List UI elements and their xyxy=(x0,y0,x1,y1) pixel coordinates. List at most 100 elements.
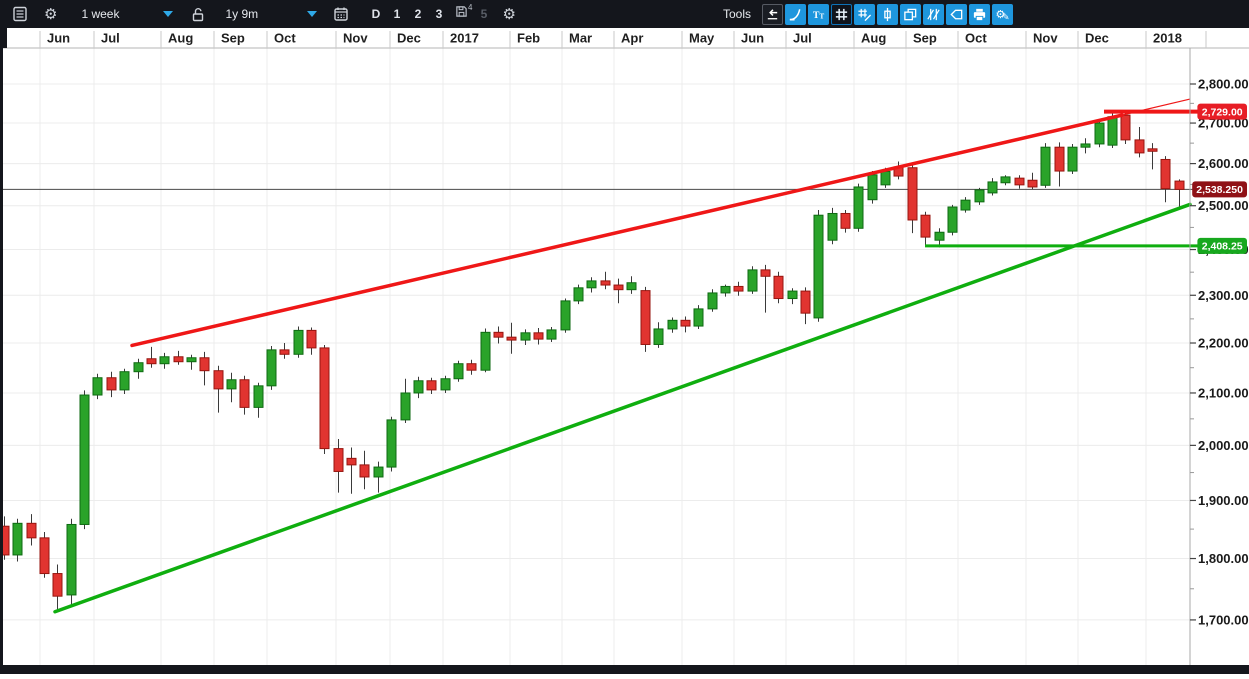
candlestick xyxy=(52,573,63,597)
list-icon[interactable] xyxy=(12,6,28,22)
time-axis-label: Dec xyxy=(1085,31,1109,46)
time-axis-label: Dec xyxy=(397,31,421,46)
candlestick xyxy=(12,522,23,556)
grid-edit-tool-button[interactable] xyxy=(854,3,875,25)
print-button[interactable] xyxy=(969,3,990,25)
gears-edit-icon: ⚙✎ xyxy=(995,8,1010,22)
svg-text:✎: ✎ xyxy=(1002,13,1010,22)
resistance-trendline[interactable] xyxy=(130,113,1124,348)
windows-tool-button[interactable] xyxy=(900,3,921,25)
chart-background xyxy=(0,28,1249,674)
printer-icon xyxy=(973,8,986,21)
price-axis-label: 1,700.00 xyxy=(1198,612,1249,627)
time-axis-label: Sep xyxy=(913,31,937,46)
time-axis-label: Aug xyxy=(861,31,886,46)
candlestick xyxy=(66,523,77,596)
time-axis-label: Jun xyxy=(741,31,764,46)
candlestick xyxy=(1147,148,1158,152)
left-border xyxy=(0,28,7,48)
candlestick xyxy=(466,363,477,371)
price-axis-label: 1,800.00 xyxy=(1198,551,1249,566)
period-button-1[interactable]: 1 xyxy=(393,7,401,21)
candlestick xyxy=(1014,177,1025,186)
layout-5-button[interactable]: 5 xyxy=(480,7,488,21)
price-axis-label: 2,000.00 xyxy=(1198,438,1249,453)
candlestick xyxy=(787,290,798,300)
candlestick xyxy=(426,380,437,391)
candlestick xyxy=(853,186,864,229)
time-axis-label: Jul xyxy=(793,31,812,46)
period-button-2[interactable]: 2 xyxy=(414,7,422,21)
candlestick xyxy=(760,269,771,277)
candlestick xyxy=(974,189,985,203)
period-button-3[interactable]: 3 xyxy=(435,7,443,21)
calendar-icon[interactable] xyxy=(333,6,349,22)
candlestick xyxy=(626,282,637,291)
settings-edit-button[interactable]: ⚙ ✎ xyxy=(992,3,1013,25)
candlestick xyxy=(199,357,210,372)
candlestick xyxy=(1094,122,1105,145)
candlestick xyxy=(586,280,597,289)
candlestick xyxy=(1134,139,1145,154)
candlestick xyxy=(306,329,317,349)
candlestick xyxy=(333,448,344,472)
candlestick xyxy=(907,167,918,221)
back-arrow-button[interactable] xyxy=(762,3,783,25)
candlestick xyxy=(440,378,451,391)
candlestick xyxy=(560,300,571,331)
candlestick xyxy=(346,457,357,466)
time-axis-label: Jul xyxy=(101,31,120,46)
candlestick xyxy=(26,522,37,539)
grid-tool-button[interactable] xyxy=(831,3,852,25)
callout-tool-button[interactable] xyxy=(946,3,967,25)
candlestick xyxy=(186,357,197,363)
interval-dropdown[interactable]: 1 week xyxy=(81,7,174,21)
candlestick xyxy=(773,275,784,300)
pattern-tool-button[interactable] xyxy=(923,3,944,25)
bottom-bar xyxy=(0,665,1249,674)
candlestick xyxy=(546,329,557,340)
candlestick xyxy=(493,331,504,338)
candlestick xyxy=(400,392,411,421)
trendline-tool-button[interactable] xyxy=(785,3,806,25)
candlestick xyxy=(653,328,664,345)
windows-icon xyxy=(904,8,917,20)
time-axis-label: Oct xyxy=(965,31,987,46)
price-axis-label: 2,600.00 xyxy=(1198,156,1249,171)
candlestick xyxy=(239,379,250,408)
trendline-curve-icon xyxy=(789,8,801,20)
candlestick xyxy=(667,319,678,330)
save-slot-number: 4 xyxy=(468,3,473,12)
candlestick xyxy=(520,332,531,341)
lock-open-icon[interactable] xyxy=(191,7,205,22)
candlestick xyxy=(1054,146,1065,172)
chart-canvas[interactable]: Jun Jul Aug Sep Oct Nov Dec 2017 Feb Mar Apr May Jun… xyxy=(0,28,1249,674)
range-dropdown[interactable]: 1y 9m xyxy=(225,7,318,21)
price-axis-label: 1,900.00 xyxy=(1198,493,1249,508)
time-axis-label: May xyxy=(689,31,715,46)
range-label: 1y 9m xyxy=(225,7,259,21)
candlestick-tool-button[interactable] xyxy=(877,3,898,25)
support-trendline[interactable] xyxy=(53,202,1192,614)
back-arrow-icon xyxy=(767,8,778,19)
candlestick xyxy=(600,280,611,286)
save-slot-button[interactable]: 4 xyxy=(449,3,473,23)
candlestick xyxy=(386,419,397,468)
candlestick xyxy=(133,362,144,373)
period-button-d[interactable]: D xyxy=(371,7,381,21)
candlestick xyxy=(934,231,945,241)
candlestick xyxy=(613,284,624,291)
left-border xyxy=(0,48,3,665)
price-badge xyxy=(1197,103,1247,120)
gear-icon[interactable]: ⚙ xyxy=(44,5,58,23)
candlestick xyxy=(693,308,704,327)
candlestick xyxy=(1067,146,1078,172)
candlestick xyxy=(827,212,838,241)
gear-icon[interactable]: ⚙ xyxy=(502,5,516,23)
candlestick xyxy=(146,358,157,365)
candlestick xyxy=(266,349,277,387)
candlestick xyxy=(533,332,544,340)
price-axis-label: 2,100.00 xyxy=(1198,385,1249,400)
